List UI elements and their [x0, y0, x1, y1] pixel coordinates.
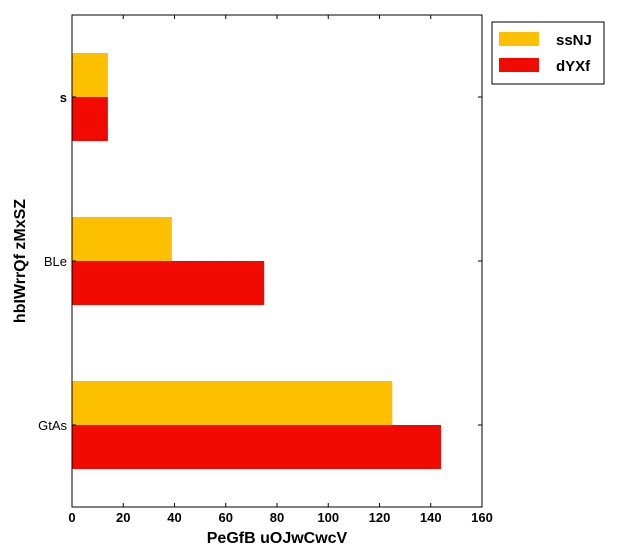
bar-dYXf-s	[72, 97, 108, 141]
bars-group	[72, 53, 441, 469]
y-tick-label: s	[60, 90, 67, 105]
legend: ssNJ dYXf	[491, 21, 605, 85]
bar-dYXf-GtAs	[72, 425, 441, 469]
x-axis-ticks: 0 20 40 60 80 100 120 140 160	[68, 15, 493, 525]
legend-label-dYXf: dYXf	[556, 58, 591, 75]
y-tick-label: GtAs	[38, 418, 67, 433]
x-tick-label: 140	[420, 510, 442, 525]
x-tick-label: 160	[471, 510, 493, 525]
x-tick-label: 0	[68, 510, 75, 525]
x-tick-label: 20	[116, 510, 130, 525]
y-axis-title: hbIWrrQf zMxSZ	[12, 199, 29, 323]
x-tick-label: 100	[317, 510, 339, 525]
y-axis-ticks: GtAs BLe s	[38, 90, 482, 433]
x-axis-title: PeGfB uOJwCwcV	[207, 530, 348, 547]
bar-ssNJ-GtAs	[72, 381, 393, 425]
legend-label-ssNJ: ssNJ	[556, 32, 592, 49]
bar-dYXf-BLe	[72, 261, 265, 305]
y-tick-label: BLe	[44, 254, 67, 269]
x-tick-label: 60	[219, 510, 233, 525]
x-tick-label: 120	[369, 510, 391, 525]
legend-swatch-dYXf	[499, 58, 539, 72]
x-tick-label: 40	[167, 510, 181, 525]
bar-ssNJ-BLe	[72, 217, 172, 261]
bar-ssNJ-s	[72, 53, 108, 97]
x-tick-label: 80	[270, 510, 284, 525]
legend-swatch-ssNJ	[499, 32, 539, 46]
